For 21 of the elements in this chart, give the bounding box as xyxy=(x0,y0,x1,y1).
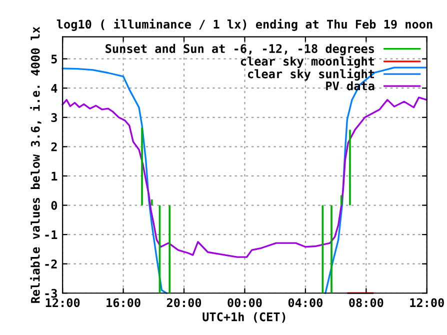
x-tick-label: 12:00 xyxy=(410,298,444,308)
x-tick-label: 08:00 xyxy=(349,298,384,308)
x-tick-label: 04:00 xyxy=(288,298,323,308)
y-tick-label: 5 xyxy=(51,54,57,64)
y-tick-label: 1 xyxy=(52,172,58,180)
x-tick-label: 20:00 xyxy=(166,298,202,308)
chart-title: log10 ( illuminance / 1 lx) ending at Thu Feb 19 noon xyxy=(56,18,432,31)
y-tick-label: 0 xyxy=(51,200,58,210)
y-tick-label: 3 xyxy=(51,113,57,122)
x-tick-label: 12:00 xyxy=(46,298,80,308)
y-tick-label: -3 xyxy=(45,288,57,298)
x-axis-title: UTC+1h (CET) xyxy=(202,312,286,323)
y-axis-title: Reliable values below 3.6, i.e. 4000 lx xyxy=(30,26,42,303)
legend-label: clear sky moonlight xyxy=(240,56,374,68)
x-tick-label: 16:00 xyxy=(106,298,140,308)
x-tick-label: 00:00 xyxy=(228,298,262,308)
y-tick-label: -2 xyxy=(45,260,57,268)
y-tick-label: 4 xyxy=(51,84,58,93)
y-tick-label: -1 xyxy=(45,230,58,240)
y-tick-label: 2 xyxy=(51,142,57,152)
legend-label: Sunset and Sun at -6, -12, -18 degrees xyxy=(106,44,374,56)
